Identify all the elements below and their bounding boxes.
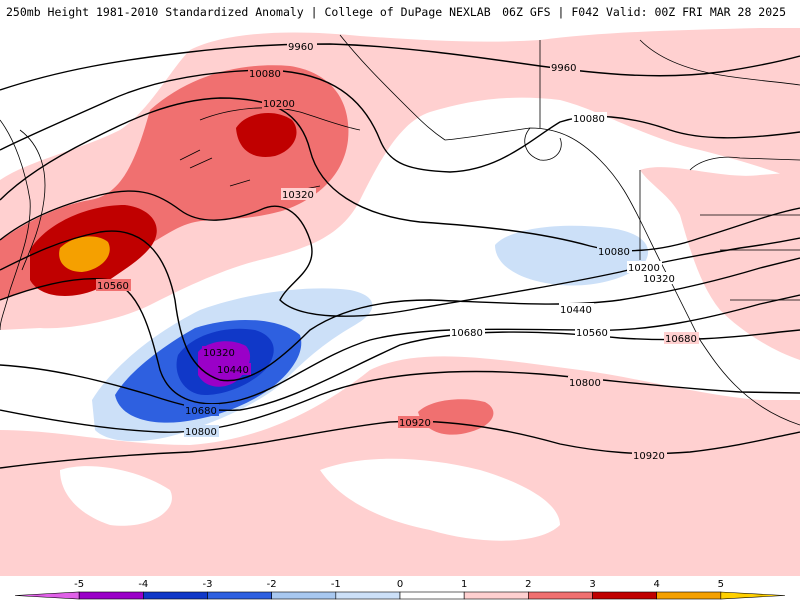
colorbar-tick-label: -5	[74, 579, 84, 590]
colorbar-swatch	[271, 591, 337, 600]
colorbar-tick-label: 4	[653, 579, 659, 590]
colorbar-tick-label: -3	[203, 579, 213, 590]
colorbar-swatch	[143, 591, 208, 600]
contour-label: 10920	[633, 451, 665, 462]
contour-label: 10800	[185, 427, 217, 438]
contour-label: 10320	[643, 274, 675, 285]
map-title: 250mb Height 1981-2010 Standardized Anom…	[6, 5, 491, 19]
colorbar-tick-label: 2	[525, 579, 531, 590]
colorbar-swatch	[335, 591, 401, 600]
contour-label: 10680	[451, 328, 483, 339]
contour-label: 10560	[97, 281, 129, 292]
contour-labels: 9960 9960 10080 10080 10080 10200 10200 …	[96, 40, 699, 462]
colorbar-tick-label: 5	[718, 579, 724, 590]
contour-label: 10440	[217, 365, 249, 376]
contour-label: 10080	[249, 69, 281, 80]
title-bar: 250mb Height 1981-2010 Standardized Anom…	[0, 0, 800, 22]
coastlines	[0, 34, 800, 426]
colorbar-swatch	[528, 591, 593, 600]
contour-label: 9960	[288, 42, 313, 53]
contour-label: 10680	[185, 406, 217, 417]
run-info: 06Z GFS | F042 Valid: 00Z FRI MAR 28 202…	[502, 5, 786, 19]
colorbar-tick-label: -4	[138, 579, 148, 590]
colorbar-tick-label: 0	[397, 579, 403, 590]
colorbar-ticks: -5 -4 -3 -2 -1 0 1 2 3 4 5	[74, 579, 724, 590]
contour-label: 10440	[560, 305, 592, 316]
height-contours	[0, 43, 800, 469]
contour-label: 10320	[203, 348, 235, 359]
contour-label: 10200	[263, 99, 295, 110]
map-frame: 9960 9960 10080 10080 10080 10200 10200 …	[0, 22, 800, 576]
colorbar-swatch	[592, 591, 657, 600]
contour-label: 9960	[551, 63, 576, 74]
anomaly-map: 9960 9960 10080 10080 10080 10200 10200 …	[0, 22, 800, 576]
colorbar-swatch	[656, 591, 722, 600]
contour-label: 10080	[573, 114, 605, 125]
colorbar-swatch	[207, 591, 272, 600]
contour-label: 10080	[598, 247, 630, 258]
contour-label: 10800	[569, 378, 601, 389]
colorbar-svg: -5 -4 -3 -2 -1 0 1 2 3 4 5	[14, 579, 786, 600]
colorbar-tick-label: 3	[589, 579, 595, 590]
anomaly-plus4-shading	[59, 236, 110, 272]
colorbar-swatch	[463, 591, 529, 600]
anomaly-neutral-patches	[60, 458, 560, 541]
contour-label: 10920	[399, 418, 431, 429]
contour-label: 10320	[282, 190, 314, 201]
colorbar-swatches	[14, 591, 786, 600]
contour-label: 10560	[576, 328, 608, 339]
colorbar-swatch	[720, 591, 786, 600]
contour-label: 10200	[628, 263, 660, 274]
colorbar: -5 -4 -3 -2 -1 0 1 2 3 4 5	[0, 576, 800, 600]
colorbar-swatch	[14, 591, 80, 600]
colorbar-swatch	[78, 591, 144, 600]
colorbar-tick-label: 1	[461, 579, 467, 590]
colorbar-tick-label: -2	[267, 579, 277, 590]
colorbar-swatch	[399, 591, 465, 600]
contour-label: 10680	[665, 334, 697, 345]
colorbar-tick-label: -1	[331, 579, 341, 590]
